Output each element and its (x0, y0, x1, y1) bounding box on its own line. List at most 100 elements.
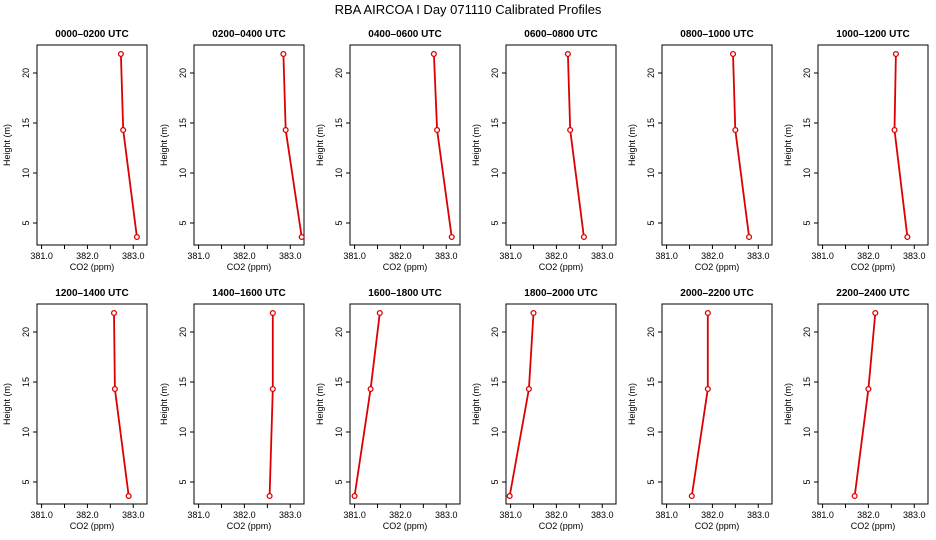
panel-2-x-tick-label: 381.0 (187, 251, 210, 261)
panel-11-data-point (704, 385, 711, 393)
panel-3-series-line (433, 53, 453, 238)
panel-2-data-point (298, 233, 305, 241)
panel-5-y-tick-label: 10 (646, 168, 656, 178)
panel-6-data-point (891, 126, 898, 134)
panel-7-x-axis-label: CO2 (ppm) (70, 521, 115, 531)
panel-2-x-tick-label: 383.0 (279, 251, 302, 261)
panel-9-y-tick-label: 20 (334, 327, 344, 337)
panel-11-plot-frame (661, 303, 773, 505)
panel-12-y-tick-label: 15 (802, 377, 812, 387)
panel-8-y-tick-label: 10 (178, 427, 188, 437)
panel-8-plot-frame (193, 303, 305, 505)
panel-5-y-tick-label: 5 (646, 220, 656, 225)
panel-2-y-tick-label: 20 (178, 68, 188, 78)
panel-9-data-point (367, 385, 374, 393)
panel-12-x-tick-label: 383.0 (903, 510, 926, 520)
panel-9-x-tick-label: 381.0 (343, 510, 366, 520)
panel-9-x-axis-label: CO2 (ppm) (383, 521, 428, 531)
panel-3-data-point (430, 50, 437, 58)
panel-6-x-tick-label: 381.0 (811, 251, 834, 261)
panel-6-x-tick-label: 382.0 (857, 251, 880, 261)
panel-1-y-tick-label: 20 (21, 68, 31, 78)
panel-12-y-tick-label: 20 (802, 327, 812, 337)
panel-8-y-tick-label: 20 (178, 327, 188, 337)
panel-3-y-tick-label: 15 (334, 118, 344, 128)
panel-4-data-point (580, 233, 587, 241)
panel-10-y-tick-label: 5 (490, 479, 500, 484)
panel-12-plot-frame (817, 303, 929, 505)
panel-9-data-point (376, 309, 383, 317)
panel-6-plot-frame (817, 44, 929, 246)
panel-1-y-axis-label: Height (m) (2, 124, 12, 166)
panel-2-plot-frame (193, 44, 305, 246)
panel-9-data-point (351, 492, 358, 500)
panel-5-x-tick-label: 381.0 (655, 251, 678, 261)
panel-8-x-tick-label: 383.0 (279, 510, 302, 520)
panel-5-x-tick-label: 382.0 (701, 251, 724, 261)
panel-1-data-point (117, 50, 124, 58)
panel-9-y-tick-label: 10 (334, 427, 344, 437)
panel-8-data-point (266, 492, 273, 500)
panel-12-x-tick-label: 381.0 (811, 510, 834, 520)
panel-4-series-line (567, 53, 585, 238)
panel-11-y-tick-label: 10 (646, 427, 656, 437)
panel-3-x-tick-label: 383.0 (435, 251, 458, 261)
panel-5-x-tick-label: 383.0 (747, 251, 770, 261)
panel-11-series-line (690, 313, 709, 497)
panel-2-title: 0200–0400 UTC (212, 29, 285, 40)
panel-3-y-tick-label: 20 (334, 68, 344, 78)
panel-3-y-tick-label: 5 (334, 220, 344, 225)
panel-5-data-point (732, 126, 739, 134)
panel-8-y-axis-label: Height (m) (159, 383, 169, 425)
panel-6-y-axis-label: Height (m) (783, 124, 793, 166)
panel-8-series-line (268, 313, 274, 497)
panel-2-data-point (282, 126, 289, 134)
panel-12-x-tick-label: 382.0 (857, 510, 880, 520)
panel-1-x-tick-label: 381.0 (30, 251, 53, 261)
panel-10-y-axis-label: Height (m) (471, 383, 481, 425)
panel-10-x-tick-label: 381.0 (499, 510, 522, 520)
panel-5-data-point (746, 233, 753, 241)
panel-7-y-tick-label: 5 (21, 479, 31, 484)
panel-8-x-tick-label: 382.0 (233, 510, 256, 520)
panel-7-x-tick-label: 382.0 (76, 510, 99, 520)
panel-10-data-point (525, 385, 532, 393)
panel-10-x-axis-label: CO2 (ppm) (539, 521, 584, 531)
panel-10-title: 1800–2000 UTC (524, 288, 597, 299)
panel-8-x-tick-label: 381.0 (187, 510, 210, 520)
panel-1-title: 0000–0200 UTC (55, 29, 128, 40)
panel-4-title: 0600–0800 UTC (524, 29, 597, 40)
panel-2-series-line (282, 53, 303, 238)
panel-3-x-axis-label: CO2 (ppm) (383, 262, 428, 272)
panel-5-x-axis-label: CO2 (ppm) (695, 262, 740, 272)
panel-5-title: 0800–1000 UTC (680, 29, 753, 40)
panel-5-data-point (729, 50, 737, 58)
panel-11-x-tick-label: 383.0 (747, 510, 770, 520)
panel-3-data-point (434, 126, 441, 134)
panel-8-title: 1400–1600 UTC (212, 288, 285, 299)
panel-12-series-line (853, 312, 877, 497)
panel-7-plot-frame (36, 303, 148, 505)
panel-4-x-tick-label: 382.0 (545, 251, 568, 261)
panel-2-x-tick-label: 382.0 (233, 251, 256, 261)
panel-2-y-tick-label: 10 (178, 168, 188, 178)
panel-11-title: 2000–2200 UTC (680, 288, 753, 299)
panel-3-plot-frame (349, 44, 461, 246)
panel-7-data-point (125, 492, 132, 500)
panel-1-y-tick-label: 15 (21, 118, 31, 128)
panel-8-y-tick-label: 15 (178, 377, 188, 387)
panel-7-y-tick-label: 20 (21, 327, 31, 337)
figure-title: RBA AIRCOA I Day 071110 Calibrated Profi… (334, 2, 602, 17)
panel-4-plot-frame (505, 44, 617, 246)
panel-1-data-point (133, 233, 140, 241)
panel-5-y-tick-label: 15 (646, 118, 656, 128)
panel-9-series-line (353, 312, 381, 497)
panel-6-y-tick-label: 5 (802, 220, 812, 225)
panel-7-x-tick-label: 381.0 (30, 510, 53, 520)
panel-7-y-tick-label: 10 (21, 427, 31, 437)
panel-4-y-tick-label: 10 (490, 168, 500, 178)
panel-8-data-point (269, 385, 276, 393)
panel-9-x-tick-label: 382.0 (389, 510, 412, 520)
panel-2-data-point (280, 50, 287, 58)
